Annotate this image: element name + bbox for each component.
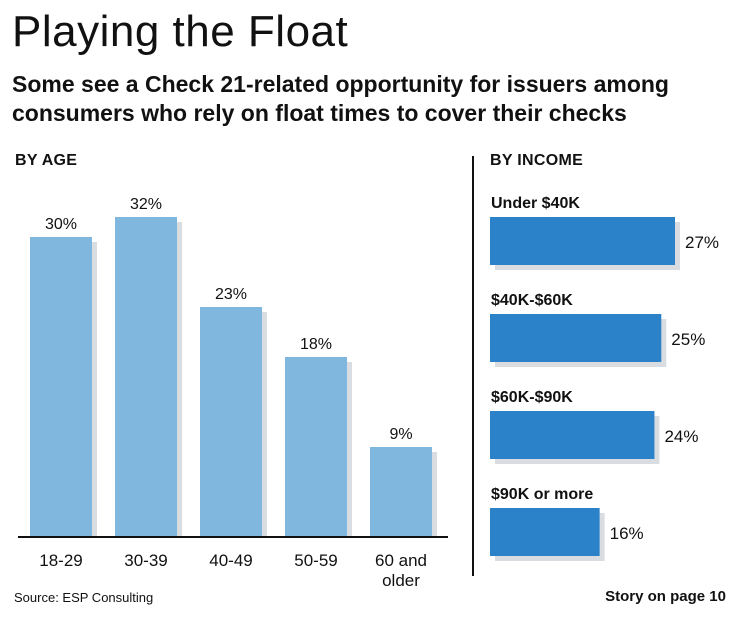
age-category-label-line: older [382,571,420,590]
age-bar [285,357,347,537]
age-bar-value-label: 32% [130,196,162,213]
age-category-label: 18-29 [39,551,82,570]
age-bar [200,307,262,537]
income-bar-value-label: 24% [664,427,698,446]
age-bar [30,237,92,537]
age-category-label-line: 50-59 [294,551,337,570]
income-bar [490,508,600,556]
income-bar-chart: Under $40K 27% $40K-$60K 25% $60K-$90K 24% $90… [490,195,719,561]
section-divider [472,156,474,576]
income-category-label: Under $40K [491,195,580,212]
income-bar [490,314,662,362]
age-bar-value-label: 30% [45,216,77,233]
age-section-title: BY AGE [15,152,78,169]
age-category-label-line: 18-29 [39,551,82,570]
age-bar-value-label: 18% [300,336,332,353]
age-category-label: 30-39 [124,551,167,570]
income-bar-value-label: 25% [671,330,705,349]
income-category-label: $40K-$60K [491,292,573,309]
income-bar-value-label: 27% [685,233,719,252]
chart-subtitle: Some see a Check 21-related opportunity … [12,71,669,126]
income-category-label: $60K-$90K [491,389,573,406]
income-bar [490,217,675,265]
income-category-label: $90K or more [491,486,593,503]
age-category-label: 50-59 [294,551,337,570]
source-note: Source: ESP Consulting [14,590,154,605]
story-reference: Story on page 10 [605,588,726,605]
income-bar [490,411,655,459]
age-category-label-line: 30-39 [124,551,167,570]
chart-title: Playing the Float [12,7,349,56]
income-section-title: BY INCOME [490,152,584,169]
age-bar-value-label: 23% [215,286,247,303]
age-category-label-line: 40-49 [209,551,252,570]
age-category-label: 40-49 [209,551,252,570]
age-bar-chart: 30% 18-29 32% 30-39 23% 40-49 18% 50-59 9% 60 and… [18,196,448,590]
age-bar-value-label: 9% [389,426,412,443]
age-category-label-line: 60 and [375,551,427,570]
age-category-label: 60 and older [375,551,427,590]
income-bar-value-label: 16% [610,524,644,543]
age-bar [115,217,177,537]
age-bar [370,447,432,537]
